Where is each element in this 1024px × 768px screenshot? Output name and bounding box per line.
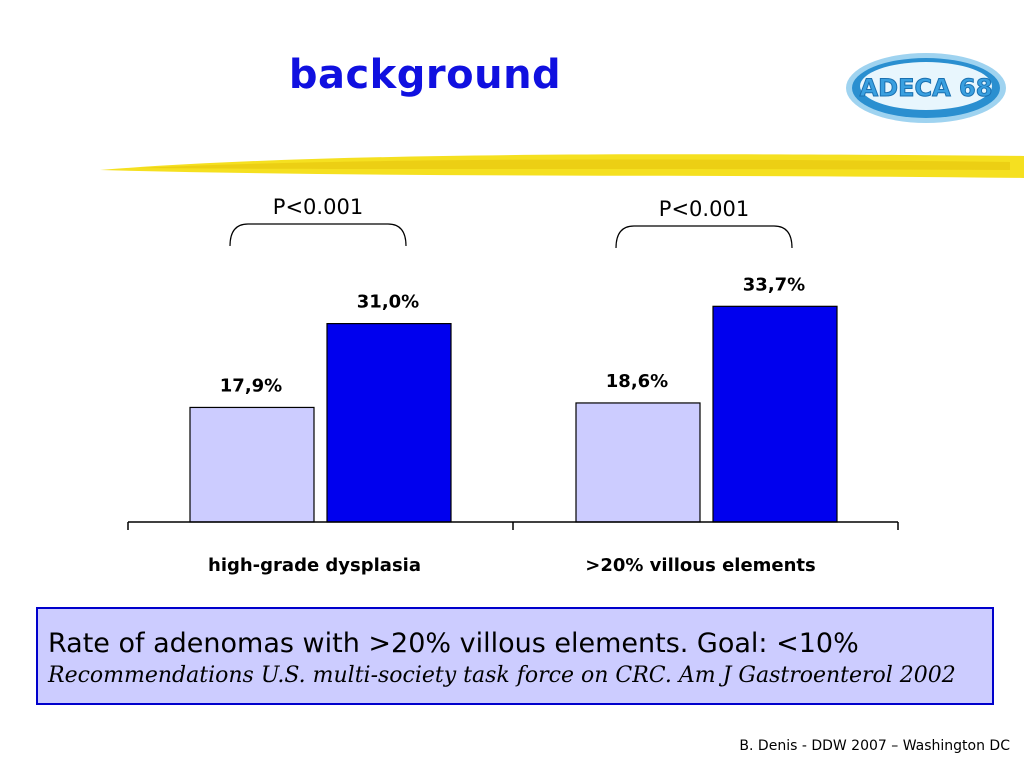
bar-value-label: 33,7% xyxy=(743,274,805,295)
bar-0-1 xyxy=(326,323,452,523)
slide-title: background xyxy=(288,52,562,98)
goal-note-box: Rate of adenomas with >20% villous eleme… xyxy=(36,607,994,705)
bar-1-1 xyxy=(712,305,838,523)
category-label: high-grade dysplasia xyxy=(208,555,421,576)
p-value-annotation: P<0.001 xyxy=(273,195,363,219)
logo-text: ADECA 68 xyxy=(860,74,993,102)
p-value-annotation: P<0.001 xyxy=(659,197,749,221)
adeca-logo: ADECA 68 xyxy=(846,53,1006,123)
category-label: >20% villous elements xyxy=(585,555,816,576)
bar-value-label: 31,0% xyxy=(357,292,419,313)
note-reference-text: Recommendations U.S. multi-society task … xyxy=(48,663,956,688)
bar-value-label: 18,6% xyxy=(606,371,668,392)
note-main-text: Rate of adenomas with >20% villous eleme… xyxy=(48,628,859,659)
significance-bracket xyxy=(229,223,407,247)
bar-value-label: 17,9% xyxy=(220,375,282,396)
footer-credit: B. Denis - DDW 2007 – Washington DC xyxy=(739,738,1010,754)
yellow-swoosh-divider xyxy=(100,154,1024,178)
bar-0-0 xyxy=(189,406,315,523)
bar-1-0 xyxy=(575,402,701,523)
significance-bracket xyxy=(615,225,793,249)
bar-chart: 17,9% 31,0% 18,6% 33,7% P<0.001 P<0.001 high… xyxy=(127,195,899,576)
